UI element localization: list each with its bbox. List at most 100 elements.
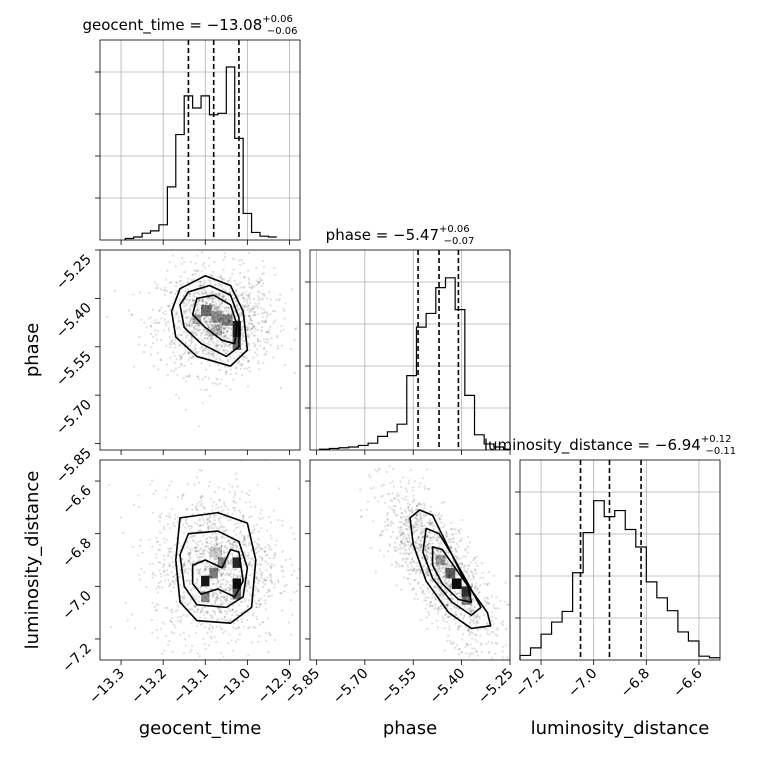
scatter-point [420,524,424,528]
scatter-point [225,572,229,575]
scatter-point [407,533,410,536]
scatter-point [220,574,223,577]
scatter-point [200,319,203,322]
scatter-point [474,599,477,602]
scatter-point [445,562,449,566]
scatter-point [188,552,192,555]
scatter-point [224,289,227,292]
scatter-point [434,603,437,606]
scatter-point [443,575,446,578]
scatter-point [268,556,271,560]
scatter-point [250,332,253,335]
scatter-point [168,261,171,264]
scatter-point [215,535,218,539]
scatter-point [483,582,486,585]
scatter-point [173,316,176,319]
scatter-point [395,494,398,498]
scatter-point [425,599,428,602]
scatter-point [443,579,446,582]
scatter-point [151,631,154,634]
scatter-point [243,339,246,342]
scatter-point [401,533,404,536]
scatter-point [156,541,159,544]
scatter-point [394,514,397,517]
scatter-point [449,608,453,611]
scatter-point [265,331,268,334]
scatter-point [274,554,277,557]
scatter-point [213,308,216,311]
scatter-point [197,327,200,330]
scatter-point [163,558,166,561]
scatter-point [206,352,209,355]
scatter-point [429,604,432,607]
scatter-point [223,501,226,504]
scatter-point [438,606,441,609]
scatter-point [173,524,176,528]
scatter-point [179,343,182,347]
scatter-point [209,514,212,517]
scatter-point [211,309,215,312]
density-cell-1-3 [232,557,242,568]
scatter-point [436,548,440,552]
scatter-point [171,650,174,653]
scatter-point [491,615,494,618]
scatter-point [200,499,203,502]
scatter-point [221,323,224,326]
scatter-point [202,326,205,329]
scatter-point [447,615,450,618]
scatter-point [210,526,213,530]
scatter-point [441,562,445,565]
scatter-point [393,485,396,488]
scatter-point [263,265,266,269]
scatter-point [260,576,263,580]
scatter-point [149,316,152,319]
scatter-point [201,523,204,527]
scatter-point [180,357,183,360]
scatter-point [418,502,421,505]
scatter-point [184,350,187,353]
scatter-point [418,485,421,488]
scatter-point [213,316,216,320]
scatter-point [495,595,498,599]
scatter-point [266,341,269,344]
scatter-point [423,485,426,488]
scatter-point [470,630,473,633]
scatter-point [247,551,250,555]
scatter-point [196,544,199,547]
scatter-point [168,335,172,338]
scatter-point [199,623,202,627]
scatter-point [169,619,172,622]
scatter-point [211,304,214,307]
scatter-point [463,605,466,608]
scatter-point [469,609,472,612]
scatter-point [225,329,228,332]
scatter-point [204,573,207,577]
scatter-point [202,569,206,573]
scatter-point [439,558,442,561]
scatter-point [229,342,232,346]
scatter-point [245,357,249,360]
scatter-point [359,488,362,491]
scatter-point [200,361,203,365]
scatter-point [201,622,204,625]
scatter-point [482,627,486,630]
scatter-point [137,494,140,497]
xtick-label-luminosity_distance-3: −6.6 [670,665,705,700]
scatter-point [194,327,197,331]
scatter-point [204,565,207,568]
scatter-point [434,557,437,560]
scatter-point [490,630,493,634]
scatter-point [486,623,489,626]
scatter-point [211,582,215,585]
scatter-point [420,544,424,547]
scatter-point [143,571,146,574]
scatter-point [224,342,227,345]
scatter-point [221,279,224,282]
scatter-point [429,579,432,582]
scatter-point [421,530,425,533]
scatter-point [396,513,399,517]
scatter-point [221,572,225,575]
scatter-point [470,610,473,613]
scatter-point [248,515,251,519]
scatter-point [395,562,398,565]
